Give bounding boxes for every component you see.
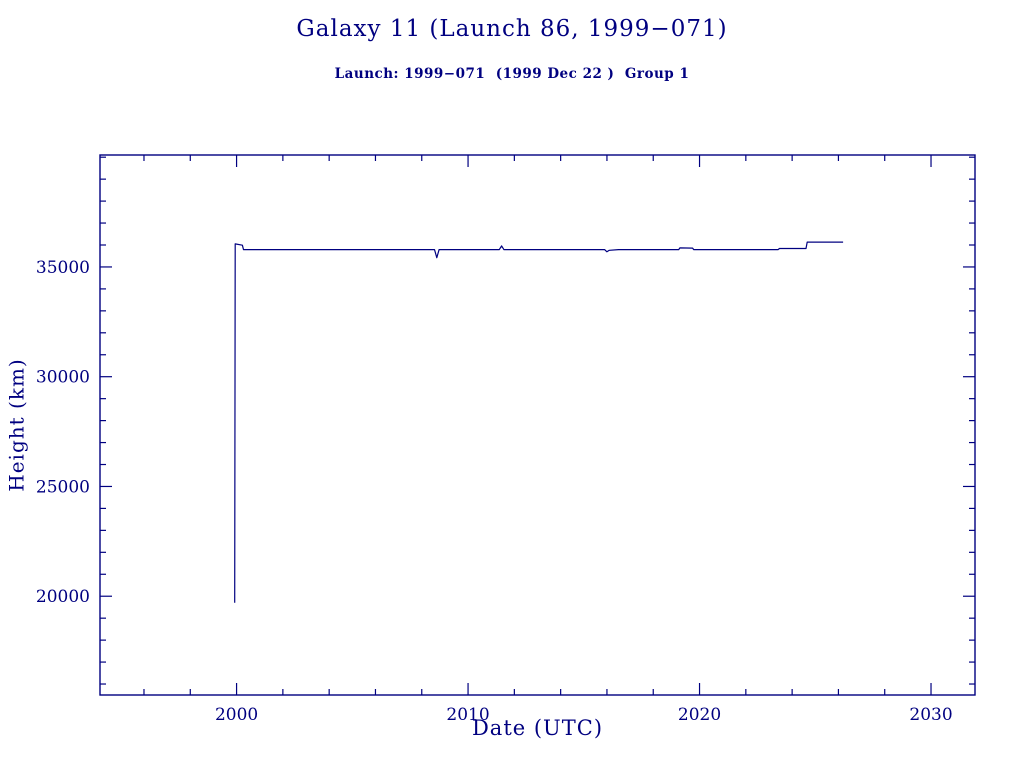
- y-tick-label: 25000: [36, 477, 90, 497]
- x-tick-label: 2010: [446, 705, 489, 725]
- x-tick-label: 2030: [909, 705, 952, 725]
- y-tick-label: 30000: [36, 368, 90, 388]
- x-tick-label: 2000: [215, 705, 258, 725]
- chart-subtitle: Launch: 1999−071 (1999 Dec 22 ) Group 1: [334, 66, 690, 82]
- page-title: Galaxy 11 (Launch 86, 1999−071): [296, 16, 728, 42]
- plot-frame: [99, 154, 976, 696]
- y-axis-label-wrap: Height (km): [0, 155, 34, 695]
- x-axis-label: Date (UTC): [471, 716, 604, 740]
- height-series-line: [234, 241, 844, 603]
- x-tick-label: 2020: [678, 705, 721, 725]
- y-tick-label: 35000: [36, 258, 90, 278]
- y-tick-label: 20000: [36, 587, 90, 607]
- y-axis-label: Height (km): [5, 358, 30, 492]
